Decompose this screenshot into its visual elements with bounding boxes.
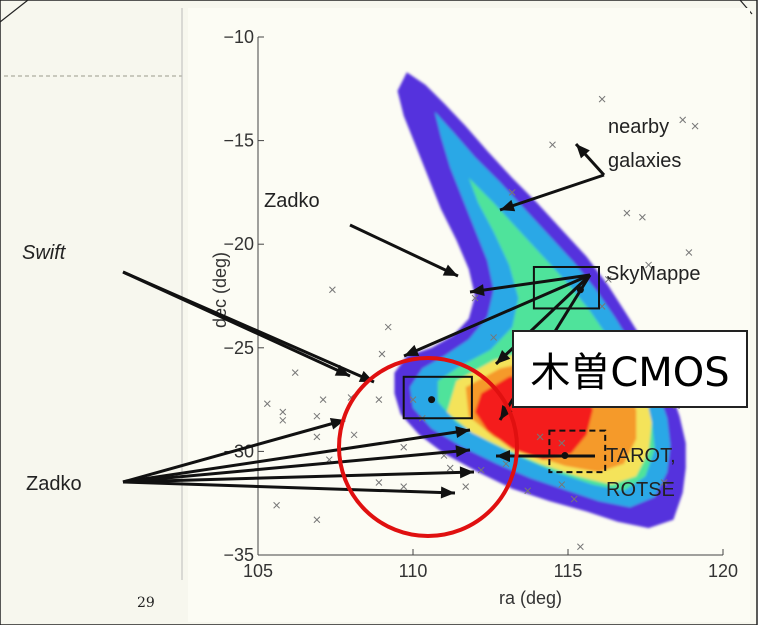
annotation-zadko-left: Zadko [26, 473, 82, 495]
galaxy-point [604, 276, 612, 283]
annotation-nearby-galaxies-1: nearby [608, 116, 669, 138]
galaxy-point [558, 481, 566, 488]
x-tick-label: 120 [708, 561, 738, 581]
annotation-tarot-1: TAROT, [606, 445, 676, 467]
arrow-zadko-left-3 [122, 445, 471, 484]
y-tick-label: −35 [223, 545, 254, 565]
galaxy-point [462, 483, 470, 490]
arrow-galaxies-upper [574, 142, 606, 177]
galaxy-point [319, 396, 327, 403]
galaxy-point [691, 122, 699, 130]
arrow-zadko-upper [349, 223, 459, 278]
galaxy-point [409, 396, 417, 403]
y-tick-label: −25 [223, 338, 254, 358]
galaxy-point [329, 286, 336, 294]
galaxy-point [660, 479, 668, 486]
galaxy-point [378, 350, 386, 358]
x-tick-label: 105 [243, 561, 273, 581]
y-axis-label: dec (deg) [210, 252, 230, 328]
x-axis-label: ra (deg) [499, 588, 562, 608]
galaxy-point [558, 439, 566, 447]
galaxy-point [375, 479, 383, 486]
y-tick-label: −10 [223, 27, 254, 47]
slide-number: 29 [137, 595, 155, 611]
galaxy-point [639, 213, 646, 221]
plot-panel [188, 8, 750, 622]
galaxy-point [279, 416, 287, 424]
x-tick-label: 115 [554, 561, 583, 581]
galaxy-point [375, 396, 383, 403]
galaxy-point [313, 516, 321, 524]
galaxy-point [273, 501, 280, 509]
galaxy-point [598, 95, 606, 103]
galaxy-point [598, 303, 606, 310]
annotation-tarot-2: ROTSE [606, 479, 675, 501]
annotation-nearby-galaxies-2: galaxies [608, 150, 681, 172]
galaxy-point [679, 116, 687, 124]
galaxy-point [490, 334, 497, 341]
galaxy-point [279, 408, 287, 416]
arrow-zadko-left-5 [122, 480, 456, 499]
galaxy-point [623, 209, 631, 217]
galaxy-point [446, 464, 454, 472]
x-tick-label: 110 [399, 561, 428, 581]
galaxy-point [291, 369, 299, 377]
fov-box-tarot-rotse [548, 429, 607, 474]
galaxy-point [313, 412, 321, 420]
corner-line-left [0, 0, 29, 23]
arrow-zadko-left-4 [122, 466, 475, 484]
fov-box-swift [402, 375, 473, 420]
arrow-skymapper-2 [403, 273, 591, 358]
galaxy-point [263, 400, 271, 408]
annotation-zadko-top: Zadko [264, 190, 320, 212]
kiso-cmos-label: 木曽CMOS [512, 330, 748, 408]
highlight-circle [337, 356, 519, 538]
arrow-swift-2 [122, 270, 351, 378]
galaxy-point [570, 495, 578, 503]
galaxy-point [471, 294, 479, 302]
arrow-tarot [496, 450, 595, 462]
galaxy-point [400, 443, 408, 451]
galaxy-point [477, 466, 485, 474]
arrow-zadko-left-2 [122, 426, 471, 484]
pointing-marker [428, 396, 436, 404]
galaxy-point [536, 433, 544, 441]
annotation-skymapper: SkyMappe [606, 263, 701, 285]
galaxy-point [549, 141, 556, 149]
galaxy-point [645, 261, 652, 269]
galaxy-point [350, 431, 358, 439]
galaxy-point [524, 487, 532, 495]
galaxy-point [577, 543, 584, 551]
y-tick-label: −15 [223, 131, 254, 151]
arrow-skymapper-3 [494, 273, 592, 366]
fov-box-zadko-upper [532, 265, 601, 310]
galaxy-point [400, 483, 408, 490]
arrow-galaxies-lower [499, 173, 605, 212]
galaxy-point [384, 323, 392, 331]
galaxy-point [685, 249, 693, 256]
annotation-swift: Swift [22, 242, 67, 264]
arrow-skymapper-1 [469, 273, 591, 296]
galaxy-point [502, 460, 510, 468]
y-tick-label: −20 [223, 234, 254, 254]
galaxy-point [508, 189, 516, 196]
galaxy-point [313, 433, 321, 441]
